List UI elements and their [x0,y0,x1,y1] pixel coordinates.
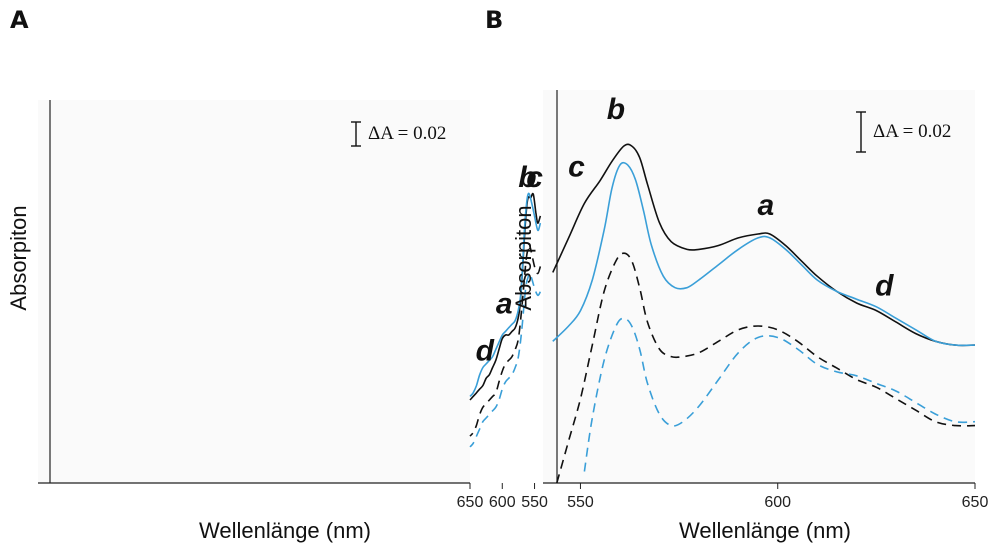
x-tick-label: 650 [457,494,484,511]
plot-area [543,90,975,483]
series-line-solid-2 [469,192,542,397]
peak-label-a: a [496,287,513,320]
series-line-solid-1 [552,143,976,347]
y-axis-title: Absorpiton [6,205,31,310]
scale-bar-label: ΔA = 0.02 [873,121,951,142]
peak-label-d: d [476,334,495,367]
series-line-solid-2 [552,161,976,347]
peak-label-a: a [758,189,775,222]
peak-label-c: c [526,161,543,194]
series-line-dashed-4 [469,272,542,448]
peak-label-b: b [518,161,536,194]
peak-label-b: b [607,93,625,126]
series-line-dashed-3 [556,252,976,484]
x-tick-label: 600 [489,494,516,511]
series-line-dashed-3 [469,243,542,437]
plot-area [38,100,470,483]
scale-bar-label: ΔA = 0.02 [368,123,446,144]
x-axis-title: Wellenlänge (nm) [199,518,371,543]
peak-label-c: c [568,151,585,184]
series-line-dashed-4 [583,317,976,472]
x-axis-title: Wellenlänge (nm) [679,518,851,543]
chart-panel-a: 550 600 650 Absorpiton Wellenlänge (nm) cb ad Δ… [6,100,548,543]
panel-a-letter: A [10,6,29,34]
x-tick-label: 550 [521,494,548,511]
x-tick-label: 650 [962,494,989,511]
panel-b-letter: B [485,6,504,34]
peak-label-d: d [875,269,894,302]
x-tick-label: 600 [764,494,791,511]
x-tick-label: 550 [567,494,594,511]
y-axis-title: Absorpiton [511,205,536,310]
